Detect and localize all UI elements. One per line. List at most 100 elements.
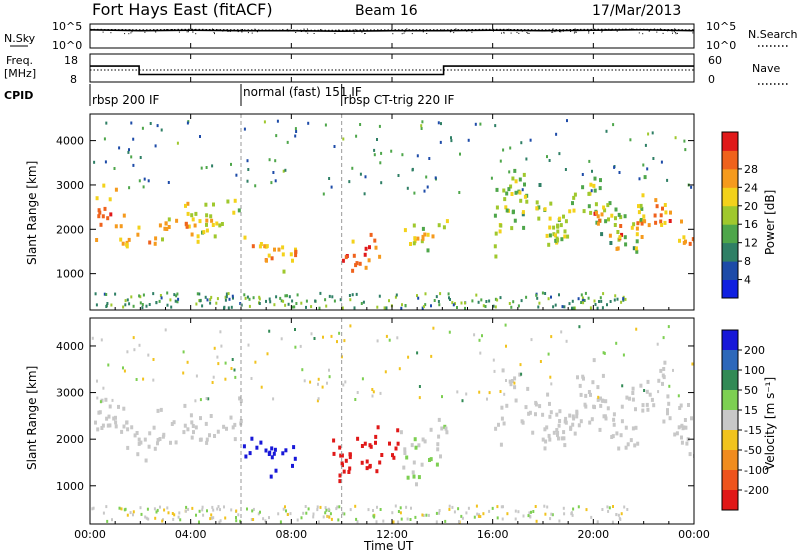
power-ground-cell bbox=[485, 300, 488, 303]
power-cell bbox=[495, 187, 499, 192]
power-cell bbox=[164, 221, 168, 226]
power-cell bbox=[106, 216, 110, 221]
velocity-cell bbox=[557, 423, 561, 428]
power-ground-cell bbox=[126, 298, 129, 302]
power-scatter-cell bbox=[646, 167, 649, 171]
power-cell bbox=[522, 172, 526, 177]
power-ground-cell bbox=[166, 291, 169, 295]
power-ground-cell bbox=[216, 297, 219, 301]
power-cell bbox=[194, 211, 198, 216]
power-ground-cell bbox=[439, 292, 442, 296]
velocity-ground-cell bbox=[166, 506, 169, 510]
power-scatter-cell bbox=[379, 161, 382, 165]
velocity-ground-cell bbox=[356, 520, 359, 524]
power-scatter-cell bbox=[647, 132, 650, 136]
velocity-cell bbox=[428, 458, 431, 462]
velocity-scatter-cell bbox=[205, 397, 208, 400]
power-ground-cell bbox=[198, 292, 201, 296]
noise-sample-dot bbox=[194, 29, 196, 31]
velocity-cell bbox=[420, 462, 424, 467]
velocity-scatter-cell bbox=[396, 336, 399, 340]
velocity-cell bbox=[368, 463, 372, 468]
power-scatter-cell bbox=[156, 124, 159, 128]
power-ground-cell bbox=[544, 292, 547, 295]
velocity-cell bbox=[244, 454, 248, 459]
noise-sample-dot bbox=[284, 30, 286, 32]
velocity-scatter-cell bbox=[603, 351, 606, 355]
velocity-cell bbox=[547, 433, 551, 438]
velocity-ground-cell bbox=[399, 511, 402, 515]
power-scatter-cell bbox=[416, 154, 419, 158]
x-tick-label: 20:00 bbox=[577, 528, 609, 541]
velocity-cell bbox=[662, 419, 666, 424]
velocity-ground-cell bbox=[612, 505, 614, 508]
power-cell bbox=[581, 185, 585, 190]
velocity-scatter-cell bbox=[309, 380, 312, 384]
velocity-ground-cell bbox=[285, 509, 287, 513]
noise-sample-dot bbox=[241, 31, 243, 33]
noise-sample-dot bbox=[442, 29, 444, 31]
power-ground-cell bbox=[613, 298, 616, 302]
power-cell bbox=[505, 208, 509, 213]
velocity-cell bbox=[678, 406, 682, 410]
velocity-cell bbox=[403, 447, 407, 452]
velocity-scatter-cell bbox=[272, 397, 275, 401]
power-ground-cell bbox=[547, 297, 550, 301]
velocity-cell bbox=[274, 468, 278, 473]
velocity-scatter-cell bbox=[330, 334, 333, 338]
power-scatter-cell bbox=[629, 138, 632, 142]
power-ground-cell bbox=[383, 306, 386, 310]
velocity-cell bbox=[527, 411, 531, 416]
velocity-ground-cell bbox=[195, 513, 197, 517]
power-ground-cell bbox=[138, 294, 141, 298]
power-cell bbox=[341, 258, 345, 263]
velocity-ground-cell bbox=[406, 517, 409, 521]
velocity-cell bbox=[556, 431, 560, 435]
velocity-cell bbox=[576, 375, 579, 380]
velocity-cell bbox=[363, 441, 367, 446]
velocity-cell bbox=[348, 455, 352, 460]
noise-sample-dot bbox=[518, 32, 520, 34]
velocity-cell bbox=[596, 397, 600, 402]
power-cell bbox=[663, 203, 667, 207]
velocity-cell bbox=[281, 451, 285, 456]
velocity-scatter-cell bbox=[133, 348, 136, 352]
power-ground-cell bbox=[550, 295, 552, 299]
power-ground-cell bbox=[536, 296, 539, 300]
velocity-ground-cell bbox=[514, 517, 517, 521]
velocity-ground-cell bbox=[316, 505, 319, 509]
power-cell bbox=[163, 226, 167, 231]
power-scatter-cell bbox=[479, 122, 482, 126]
noise-sample-dot bbox=[374, 30, 376, 32]
power-cell bbox=[109, 212, 113, 217]
power-cell bbox=[184, 221, 188, 226]
velocity-cell bbox=[520, 419, 524, 424]
velocity-cell bbox=[293, 456, 297, 461]
colorbar-swatch bbox=[722, 390, 738, 411]
velocity-cell bbox=[543, 446, 547, 451]
velocity-ground-cell bbox=[608, 506, 611, 510]
velocity-ground-cell bbox=[399, 506, 402, 510]
velocity-cell bbox=[659, 368, 663, 373]
power-cell bbox=[614, 216, 617, 221]
velocity-ground-cell bbox=[216, 507, 219, 511]
power-cell bbox=[684, 239, 687, 244]
power-cell bbox=[618, 235, 622, 240]
power-cell bbox=[374, 245, 378, 250]
noise-sample-dot bbox=[601, 30, 603, 32]
noise-sample-dot bbox=[287, 30, 289, 32]
colorbar-swatch bbox=[722, 150, 738, 170]
velocity-cell bbox=[414, 445, 418, 450]
power-cell bbox=[582, 209, 586, 214]
power-ground-cell bbox=[286, 294, 288, 298]
noise-sample-dot bbox=[303, 28, 305, 30]
power-ground-cell bbox=[599, 296, 602, 300]
power-ground-cell bbox=[572, 306, 575, 310]
power-cell bbox=[668, 219, 672, 223]
power-cell bbox=[190, 232, 194, 237]
velocity-scatter-cell bbox=[326, 381, 328, 385]
power-cell bbox=[204, 202, 208, 207]
noise-sample-dot bbox=[592, 29, 594, 31]
velocity-ground-cell bbox=[268, 516, 270, 520]
velocity-ground-cell bbox=[251, 509, 254, 513]
